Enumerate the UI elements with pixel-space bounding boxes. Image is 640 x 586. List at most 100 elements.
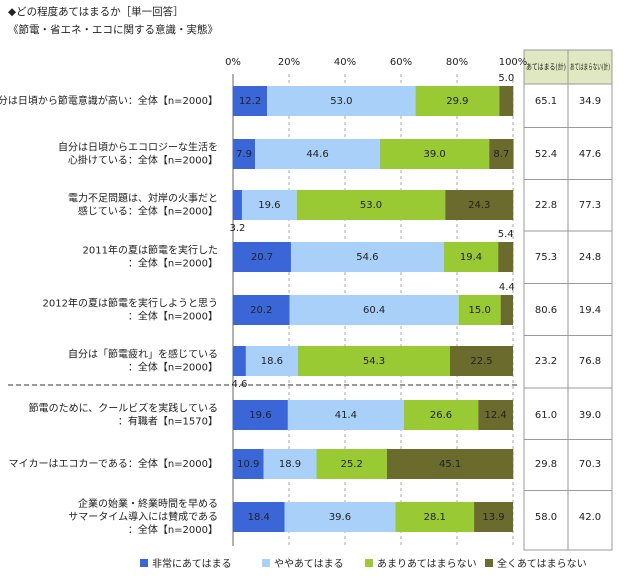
x-tick-label: 0% xyxy=(225,57,241,68)
row-label: ：全体【n=2000】 xyxy=(128,310,218,323)
row-label: ：有職者【n=1570】 xyxy=(118,415,218,428)
bar-segment xyxy=(233,86,268,116)
table-value: 65.1 xyxy=(535,96,557,107)
data-label: 53.0 xyxy=(360,200,382,211)
row-label: 節電のために、クールビズを実践している xyxy=(29,402,218,415)
data-label: 19.4 xyxy=(460,252,482,263)
table-header: あてはまる(計) xyxy=(526,62,566,72)
bar-segment xyxy=(415,86,500,116)
table-value: 39.0 xyxy=(579,410,601,421)
bar-segment xyxy=(233,400,288,430)
table-value: 29.8 xyxy=(535,459,557,470)
bar-segment xyxy=(387,449,514,479)
data-label: 5.4 xyxy=(498,229,514,240)
chart-title: ◆どの程度あてはまるか［単一回答］ xyxy=(8,5,184,18)
bar-segment xyxy=(290,242,444,272)
x-tick-label: 60% xyxy=(390,57,412,68)
data-label: 12.2 xyxy=(239,96,261,107)
table-header-cell xyxy=(567,49,613,85)
bar-segment xyxy=(245,346,298,376)
row-label: 自分は「節電疲れ」を感じている xyxy=(68,348,218,361)
row-label: サマータイム導入には賛成である xyxy=(68,510,218,523)
row-label: 自分は日頃からエコロジーな生活を xyxy=(58,141,218,154)
data-label: 8.7 xyxy=(493,149,509,160)
bar-segment xyxy=(233,242,291,272)
row-label: マイカーはエコカーである：全体【n=2000】 xyxy=(9,457,218,470)
table-header: あてはまらない(計) xyxy=(570,62,610,72)
data-label: 18.6 xyxy=(261,356,283,367)
table-value: 19.4 xyxy=(579,305,601,316)
bar-segment xyxy=(233,502,285,532)
data-label: 54.6 xyxy=(356,252,378,263)
legend-label: 全くあてはまらない xyxy=(497,557,587,570)
row-label: 電力不足問題は、対岸の火事だと xyxy=(68,192,218,205)
table-value: 24.8 xyxy=(579,252,601,263)
bar-segment xyxy=(255,139,380,169)
bar-segment xyxy=(445,190,514,220)
bar-segment xyxy=(500,295,513,325)
data-label: 13.9 xyxy=(482,512,504,523)
data-label: 39.0 xyxy=(423,149,445,160)
data-label: 4.4 xyxy=(499,282,515,293)
data-label: 53.0 xyxy=(330,96,352,107)
table-value: 75.3 xyxy=(535,252,557,263)
data-label: 15.0 xyxy=(469,305,491,316)
bar-segment xyxy=(380,139,490,169)
data-label: 25.2 xyxy=(341,459,363,470)
table-value: 52.4 xyxy=(535,149,557,160)
row-label: ：全体【n=2000】 xyxy=(128,361,218,374)
row-label: 企業の始業・終業時間を早める xyxy=(78,497,218,510)
bar-segment xyxy=(287,400,404,430)
x-tick-label: 40% xyxy=(334,57,356,68)
data-label: 24.3 xyxy=(468,200,490,211)
bar-segment xyxy=(296,190,446,220)
data-label: 28.1 xyxy=(424,512,446,523)
table-value: 80.6 xyxy=(535,305,557,316)
x-tick-label: 100% xyxy=(499,57,528,68)
bar-segment xyxy=(289,295,459,325)
legend-swatch xyxy=(140,559,148,567)
bar-segment xyxy=(443,242,499,272)
table-header-cell xyxy=(523,49,569,85)
legend-label: 非常にあてはまる xyxy=(152,557,232,570)
legend-swatch xyxy=(365,559,373,567)
row-label: 2011年の夏は節電を実行した xyxy=(83,244,218,257)
table-value: 23.2 xyxy=(535,356,557,367)
bar-segment xyxy=(233,295,290,325)
x-tick-label: 80% xyxy=(446,57,468,68)
data-label: 20.2 xyxy=(250,305,272,316)
bar-segment xyxy=(395,502,475,532)
row-label: ：全体【n=2000】 xyxy=(128,523,218,536)
bar-segment xyxy=(267,86,416,116)
row-label: ：全体【n=2000】 xyxy=(128,257,218,270)
table-value: 76.8 xyxy=(579,356,601,367)
table-value: 47.6 xyxy=(579,149,601,160)
data-label: 10.9 xyxy=(237,459,259,470)
data-label: 18.9 xyxy=(279,459,301,470)
table-value: 70.3 xyxy=(579,459,601,470)
data-label: 5.0 xyxy=(498,73,514,84)
data-label: 4.6 xyxy=(231,379,247,390)
row-label: 心掛けている：全体【n=2000】 xyxy=(68,154,218,167)
bar-segment xyxy=(450,346,513,376)
table-value: 77.3 xyxy=(579,200,601,211)
legend-swatch xyxy=(262,559,270,567)
data-label: 29.9 xyxy=(446,96,468,107)
table-value: 61.0 xyxy=(535,410,557,421)
table-value: 58.0 xyxy=(535,512,557,523)
data-label: 39.6 xyxy=(329,512,351,523)
table-value: 34.9 xyxy=(579,96,601,107)
bar-segment xyxy=(297,346,450,376)
x-tick-label: 20% xyxy=(278,57,300,68)
bar-segment xyxy=(233,346,246,376)
data-label: 41.4 xyxy=(335,410,357,421)
bar-segment xyxy=(284,502,396,532)
data-label: 54.3 xyxy=(363,356,385,367)
data-label: 60.4 xyxy=(363,305,385,316)
legend-label: ややあてはまる xyxy=(274,558,344,570)
data-label: 18.4 xyxy=(248,512,270,523)
data-label: 20.7 xyxy=(251,252,273,263)
legend-swatch xyxy=(485,559,493,567)
row-label: 2012年の夏は節電を実行しようと思う xyxy=(43,297,218,310)
